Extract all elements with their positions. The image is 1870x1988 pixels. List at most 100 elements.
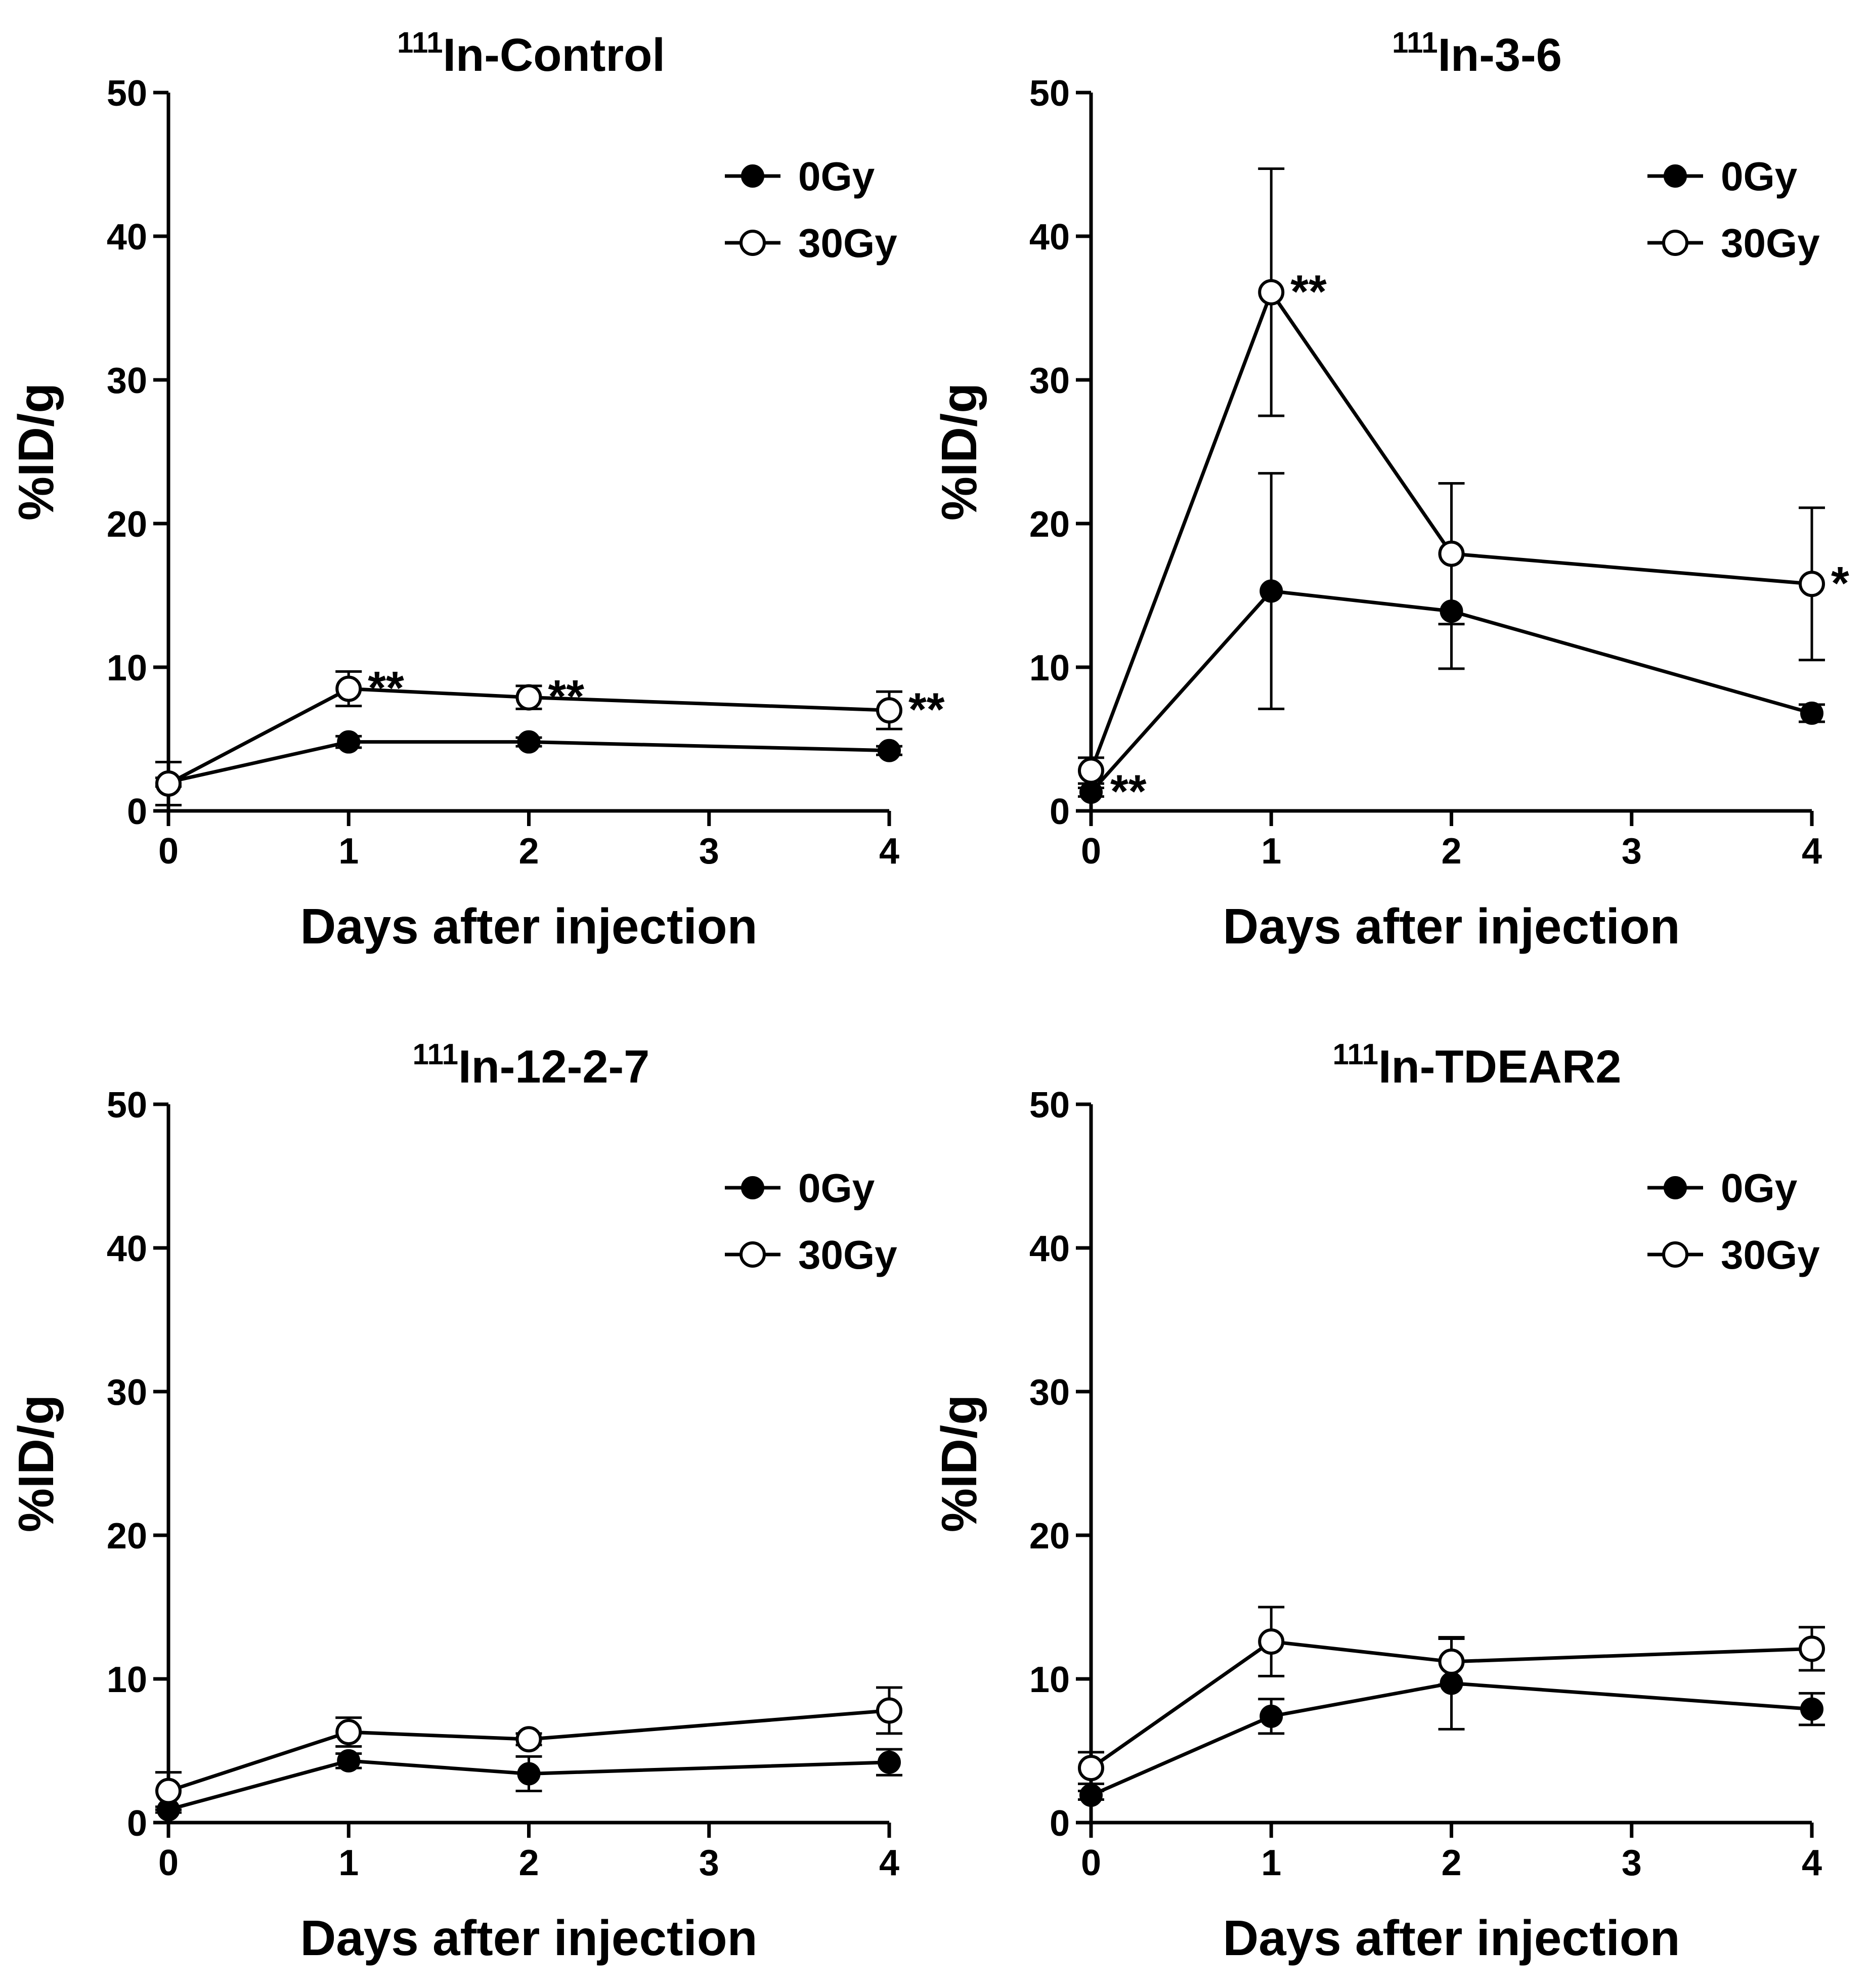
data-point-0Gy (1079, 1784, 1103, 1807)
legend-marker (1662, 1241, 1688, 1268)
legend-label: 0Gy (1721, 1165, 1798, 1211)
y-tick-label: 0 (1050, 1803, 1070, 1844)
x-tick-label: 0 (1081, 831, 1101, 872)
y-tick-label: 40 (1029, 217, 1070, 257)
data-point-30Gy (1799, 571, 1825, 597)
x-tick-label: 2 (518, 1843, 539, 1883)
chart-panel-2: 111In-3-6 0 10 20 30 40 50 0 1 2 3 4 Days after inje… (931, 26, 1849, 954)
series-line-30Gy (167, 1708, 890, 1793)
significance-marker: ** (548, 671, 585, 723)
series-line-30Gy (167, 687, 890, 786)
x-tick-label: 1 (338, 831, 359, 872)
data-point-30Gy (335, 1719, 362, 1746)
series-line-30Gy (1089, 288, 1812, 771)
legend-label: 0Gy (798, 1165, 875, 1211)
data-point-0Gy (878, 739, 901, 762)
data-point-30Gy (155, 770, 182, 797)
data-point-0Gy (517, 1762, 541, 1786)
data-point-30Gy (1078, 757, 1104, 784)
y-tick-label: 20 (1029, 504, 1070, 545)
y-tick-label: 40 (1029, 1229, 1070, 1269)
data-point-30Gy (335, 675, 362, 702)
series-line-30Gy (1090, 1639, 1812, 1769)
y-tick-label: 20 (1029, 1516, 1070, 1557)
legend-label: 0Gy (1721, 154, 1798, 199)
y-axis-label: %ID/g (931, 383, 987, 521)
data-point-0Gy (1800, 1697, 1823, 1721)
legend-marker (740, 230, 766, 256)
chart-panel-4: 111In-TDEAR2 0 10 20 30 40 50 0 1 2 3 4 Days after i… (931, 1038, 1825, 1966)
x-tick-label: 4 (879, 1843, 899, 1883)
y-tick-label: 50 (1029, 73, 1070, 114)
legend-marker (741, 1176, 764, 1199)
legend-marker (1664, 164, 1687, 188)
data-point-0Gy (1259, 579, 1283, 603)
data-point-30Gy (515, 1726, 542, 1753)
y-tick-label: 10 (1029, 648, 1070, 688)
significance-marker: ** (908, 684, 945, 736)
y-axis-label: %ID/g (8, 1395, 64, 1532)
x-axis-label: Days after injection (1223, 898, 1680, 954)
chart-title: 111In-Control (397, 26, 665, 81)
significance-marker: ** (368, 663, 404, 714)
data-point-0Gy (1440, 1671, 1463, 1695)
chart-title-main: In-TDEAR2 (1378, 1041, 1621, 1093)
y-tick-label: 40 (107, 1229, 147, 1269)
data-point-0Gy (1259, 1704, 1283, 1728)
y-tick-label: 20 (107, 1516, 147, 1557)
y-tick-label: 10 (1029, 1660, 1070, 1700)
chart-title-main: In-12-2-7 (458, 1041, 649, 1093)
series-line-0Gy (168, 740, 890, 784)
data-point-30Gy (876, 1697, 902, 1724)
x-tick-label: 3 (1622, 1843, 1642, 1883)
x-tick-label: 4 (1802, 831, 1822, 872)
legend-label: 30Gy (1721, 221, 1820, 266)
data-point-30Gy (1078, 1755, 1104, 1782)
chart-title-main: In-3-6 (1438, 29, 1562, 81)
chart-title-superscript: 111 (413, 1038, 458, 1071)
chart-panel-3: 111In-12-2-7 0 10 20 30 40 50 0 1 2 3 4 Days after i… (8, 1038, 902, 1966)
chart-title-superscript: 111 (1333, 1038, 1378, 1071)
data-point-30Gy (515, 684, 542, 711)
legend-label: 30Gy (1721, 1232, 1820, 1277)
legend-marker (740, 1241, 766, 1268)
data-point-30Gy (1258, 1628, 1285, 1655)
data-point-0Gy (1079, 781, 1103, 804)
data-point-30Gy (876, 697, 902, 724)
x-tick-label: 1 (1261, 831, 1281, 872)
x-tick-label: 1 (338, 1843, 359, 1883)
data-point-0Gy (1440, 599, 1463, 623)
significance-marker: ** (1110, 766, 1147, 817)
chart-title: 111In-3-6 (1392, 26, 1562, 81)
series-line-0Gy (1090, 589, 1812, 794)
legend-label: 30Gy (798, 221, 897, 266)
x-tick-label: 1 (1261, 1843, 1281, 1883)
significance-marker: * (1831, 557, 1849, 609)
chart-title-main: In-Control (443, 29, 665, 81)
x-tick-label: 3 (699, 831, 719, 872)
y-tick-label: 20 (107, 504, 147, 545)
y-tick-label: 0 (1050, 792, 1070, 832)
x-tick-label: 2 (518, 831, 539, 872)
data-point-30Gy (1438, 540, 1465, 567)
y-tick-label: 0 (127, 1803, 147, 1844)
x-tick-label: 3 (1622, 831, 1642, 872)
y-tick-label: 30 (1029, 1372, 1070, 1413)
legend-marker (741, 164, 764, 188)
x-tick-label: 2 (1441, 1843, 1461, 1883)
legend-label: 0Gy (798, 154, 875, 199)
x-axis-label: Days after injection (1223, 1910, 1680, 1966)
data-point-30Gy (1438, 1648, 1465, 1675)
x-tick-label: 0 (158, 1843, 179, 1883)
chart-title-superscript: 111 (1392, 26, 1438, 59)
y-tick-label: 30 (107, 361, 147, 401)
y-tick-label: 40 (107, 217, 147, 257)
y-tick-label: 50 (1029, 1085, 1070, 1126)
data-point-0Gy (878, 1750, 901, 1774)
y-tick-label: 10 (107, 648, 147, 688)
chart-title: 111In-12-2-7 (413, 1038, 650, 1093)
legend-marker (1662, 230, 1688, 256)
series-line-0Gy (168, 1759, 890, 1811)
x-tick-label: 3 (699, 1843, 719, 1883)
